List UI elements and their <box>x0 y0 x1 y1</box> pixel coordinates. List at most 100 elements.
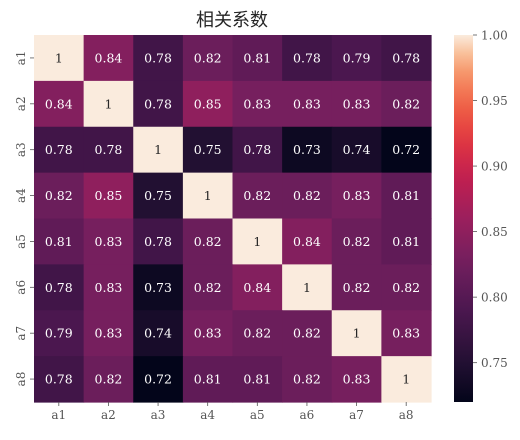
heatmap-cell <box>331 35 382 82</box>
colorbar: 1.00 0.95 0.90 0.85 0.80 0.75 <box>454 29 508 402</box>
cell-value-label: 0.83 <box>243 96 271 111</box>
heatmap-cell <box>381 264 432 311</box>
cell-value-label: 0.82 <box>194 50 222 65</box>
heatmap-cell <box>381 126 432 174</box>
x-tick-label: a7 <box>349 408 364 422</box>
heatmap-cell <box>282 80 333 128</box>
heatmap-cell <box>331 264 382 311</box>
cell-value-label: 0.85 <box>194 96 222 111</box>
heatmap-cell <box>381 172 432 220</box>
cell-value-label: 0.82 <box>392 96 420 111</box>
heatmap-cell <box>133 35 184 82</box>
heatmap-cell <box>232 310 283 357</box>
heatmap-cell <box>133 126 184 174</box>
heatmap-cell <box>381 80 432 128</box>
cell-value-label: 0.83 <box>95 234 123 249</box>
cell-value-label: 0.82 <box>194 234 222 249</box>
cell-value-label: 0.78 <box>392 50 420 65</box>
cell-value-label: 0.85 <box>95 188 123 203</box>
heatmap-cell <box>282 126 333 174</box>
cell-value-label: 0.82 <box>194 280 222 295</box>
heatmap-cell <box>232 172 283 220</box>
cell-value-label: 0.73 <box>144 280 172 295</box>
heatmap-cell <box>282 264 333 311</box>
y-tick-label: a1 <box>14 51 28 66</box>
x-tick-label: a2 <box>101 408 116 422</box>
cell-value-label: 0.78 <box>243 142 271 157</box>
heatmap-cell <box>133 264 184 311</box>
heatmap-cell <box>331 172 382 220</box>
heatmap-cell <box>34 310 85 357</box>
cell-value-label: 0.78 <box>144 96 172 111</box>
heatmap-cell <box>232 35 283 82</box>
heatmap-cell <box>232 80 283 128</box>
cell-value-label: 1 <box>402 372 410 387</box>
heatmap-cell <box>182 264 234 311</box>
heatmap-cell <box>182 356 234 403</box>
cell-value-label: 0.83 <box>293 96 321 111</box>
heatmap-cell <box>83 356 134 403</box>
heatmap-cell <box>34 172 85 220</box>
cell-value-label: 0.82 <box>343 280 371 295</box>
y-tick-label: a7 <box>14 326 28 341</box>
cell-value-label: 0.83 <box>194 326 222 341</box>
cell-value-label: 0.72 <box>144 372 172 387</box>
heatmap-cell <box>381 218 432 265</box>
y-tick-label: a8 <box>14 372 28 387</box>
heatmap-cell <box>83 310 134 357</box>
heatmap-cell <box>34 356 85 403</box>
cell-value-label: 0.78 <box>45 372 73 387</box>
heatmap-cell <box>182 172 234 220</box>
cell-value-label: 0.82 <box>45 188 73 203</box>
heatmap-cell <box>232 218 283 265</box>
heatmap-cell <box>83 126 134 174</box>
colorbar-tick-label: 0.75 <box>481 356 508 370</box>
cell-value-label: 0.82 <box>243 188 271 203</box>
heatmap-cell <box>381 356 432 403</box>
cell-value-label: 0.81 <box>243 372 271 387</box>
cell-value-label: 0.81 <box>392 188 420 203</box>
y-tick-label: a3 <box>14 142 28 157</box>
heatmap-cell <box>331 126 382 174</box>
cell-value-label: 0.82 <box>293 326 321 341</box>
cell-value-label: 0.82 <box>392 280 420 295</box>
y-tick-label: a4 <box>14 188 28 203</box>
cell-value-label: 0.83 <box>343 372 371 387</box>
cell-value-label: 0.78 <box>95 142 123 157</box>
cell-value-label: 0.84 <box>243 280 271 295</box>
x-tick-label: a6 <box>300 408 315 422</box>
heatmap-cell <box>133 172 184 220</box>
y-tick-label: a2 <box>14 96 28 111</box>
x-axis: a1 a2 a3 a4 a5 a6 a7 a8 <box>51 402 414 422</box>
cell-value-label: 0.74 <box>144 326 172 341</box>
heatmap-cell <box>83 80 134 128</box>
heatmap-cell <box>331 356 382 403</box>
x-tick-label: a4 <box>200 408 215 422</box>
cell-value-label: 0.78 <box>144 234 172 249</box>
cell-value-label: 0.78 <box>45 142 73 157</box>
heatmap-cell <box>232 356 283 403</box>
colorbar-tick-label: 0.85 <box>481 225 508 239</box>
heatmap-cell <box>232 264 283 311</box>
heatmap-cell <box>331 310 382 357</box>
colorbar-tick-label: 0.95 <box>481 94 508 108</box>
heatmap-cell <box>34 80 85 128</box>
cell-value-label: 0.74 <box>343 142 371 157</box>
cell-value-label: 0.79 <box>343 50 371 65</box>
heatmap-cell <box>182 35 234 82</box>
cell-value-label: 0.75 <box>144 188 172 203</box>
heatmap-cell <box>232 126 283 174</box>
x-tick-label: a1 <box>51 408 66 422</box>
cell-value-label: 0.83 <box>95 280 123 295</box>
heatmap-cell <box>34 126 85 174</box>
cell-value-label: 0.79 <box>45 326 73 341</box>
y-tick-label: a6 <box>14 280 28 295</box>
cell-value-label: 0.82 <box>95 372 123 387</box>
cell-value-label: 0.82 <box>343 234 371 249</box>
heatmap-cell <box>83 35 134 82</box>
heatmap-cell <box>282 356 333 403</box>
cell-value-label: 0.81 <box>45 234 73 249</box>
heatmap-cell <box>83 218 134 265</box>
cell-value-label: 1 <box>303 280 311 295</box>
